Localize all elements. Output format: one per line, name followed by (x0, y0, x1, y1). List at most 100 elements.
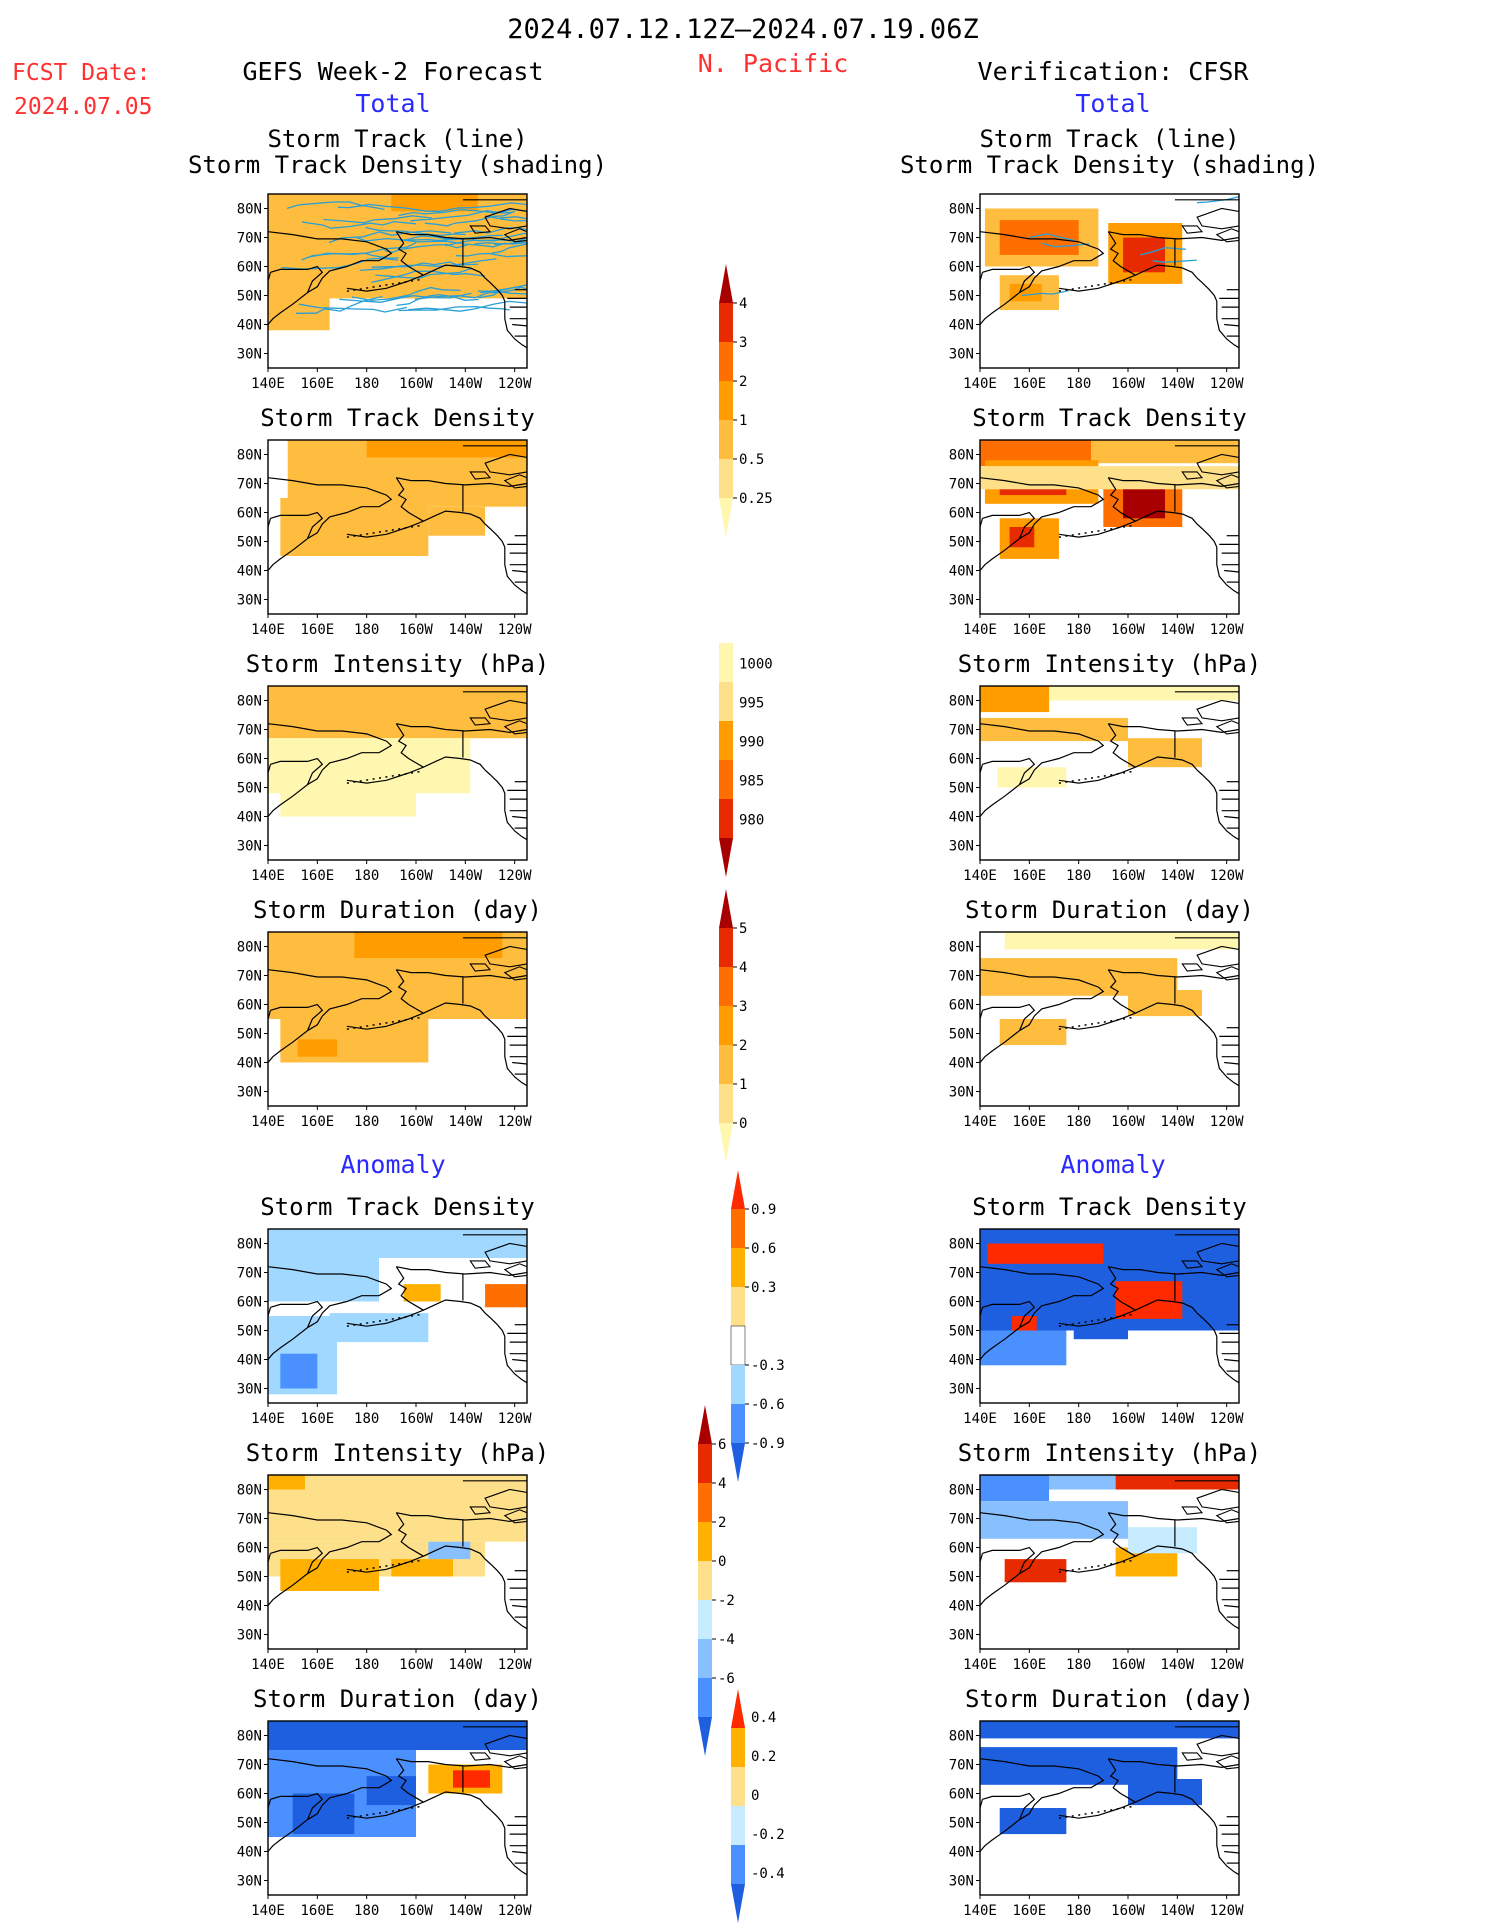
island-2 (503, 228, 527, 243)
lon-tick-label: 180 (1066, 1657, 1091, 1673)
aleutian-dot (404, 1316, 407, 1318)
aleutian-dot (1116, 527, 1119, 529)
shade-cell-6 (1128, 1527, 1198, 1554)
aleutian-dot (1058, 290, 1061, 292)
lon-tick-label: 120W (1210, 622, 1244, 638)
track-line-19 (401, 234, 503, 242)
lon-tick-label: 160E (1012, 868, 1046, 884)
colorbar-segment-3 (731, 1806, 745, 1845)
coast-line-2 (980, 764, 984, 788)
aleutian-dot (1084, 1567, 1087, 1569)
shade-cell-6 (485, 1284, 527, 1308)
lat-tick-label: 30N (237, 347, 262, 363)
panel-title-line1: Storm Track (line) (979, 125, 1239, 153)
lon-tick-label: 120W (1210, 1114, 1244, 1130)
lat-tick-label: 70N (237, 1512, 262, 1528)
lon-tick-label: 140W (1160, 868, 1194, 884)
track-line-24 (398, 305, 510, 312)
colorbar-label: 3 (739, 335, 747, 351)
track-line-16 (384, 243, 468, 253)
coast-line-5 (423, 1299, 527, 1384)
aleutian-dot (1071, 288, 1074, 290)
aleutian-dot (1078, 1025, 1081, 1027)
colorbar-density-total: 4 3 2 1 0.5 0.25 (719, 264, 773, 537)
coast-line-0 (268, 1512, 393, 1606)
lat-tick-label: 70N (237, 1266, 262, 1282)
aleutian-dot (346, 1817, 349, 1819)
lat-tick-label: 80N (949, 448, 974, 464)
aleutian-dot (353, 1570, 356, 1572)
aleutian-dot (379, 1812, 381, 1814)
island-1 (469, 1752, 492, 1761)
aleutian-dot (372, 1024, 375, 1026)
map-frame (979, 1474, 1240, 1650)
shade-cell-4 (997, 767, 1067, 788)
aleutian-dot (372, 1813, 375, 1815)
colorbar-label: 995 (739, 696, 764, 712)
aleutian-dot (411, 1807, 414, 1809)
lat-tick-label: 40N (949, 1353, 974, 1369)
coast-line-3 (1108, 477, 1239, 488)
aleutian-dot (1078, 779, 1081, 781)
colorbar-label: -6 (718, 1671, 735, 1687)
lon-tick-label: 180 (1066, 622, 1091, 638)
shade-cell-0 (268, 1475, 527, 1542)
coast-line-2 (268, 1010, 272, 1034)
coast-line-2 (268, 1799, 272, 1823)
aleutian-dot (1078, 287, 1081, 289)
aleutian-dot (391, 1810, 394, 1812)
island-2 (1215, 474, 1239, 489)
colorbar-segment-5 (719, 459, 733, 498)
island-1 (1181, 1752, 1204, 1761)
map-panel-gefs-total-track: Storm Track (line)Storm Track Density (s… (188, 125, 607, 392)
track-line-38 (323, 215, 432, 224)
shade-cell-5 (428, 1541, 471, 1560)
lat-tick-label: 70N (949, 1758, 974, 1774)
lon-tick-label: 180 (354, 376, 379, 392)
coastlines (980, 199, 1239, 349)
track-line-23 (359, 258, 497, 272)
lat-tick-label: 40N (949, 810, 974, 826)
coast-line-1 (270, 1792, 324, 1820)
coast-line-12 (1224, 1061, 1239, 1065)
lon-tick-label: 160W (1111, 1903, 1145, 1919)
lat-tick-label: 60N (237, 752, 262, 768)
lon-tick-label: 160W (399, 622, 433, 638)
lat-tick-label: 60N (949, 260, 974, 276)
aleutian-dot (398, 528, 401, 530)
aleutian-dot (1084, 1813, 1087, 1815)
aleutian-dot (1065, 1816, 1068, 1818)
aleutian-dot (1058, 536, 1061, 538)
colorbar-label: 4 (739, 296, 747, 312)
island-2 (503, 720, 527, 735)
coast-line-3 (1108, 1512, 1239, 1523)
coast-line-3 (396, 477, 527, 488)
lat-tick-label: 40N (949, 564, 974, 580)
lat-tick-label: 40N (237, 1845, 262, 1861)
aleutian-dot (1078, 1568, 1081, 1570)
aleutian-dot (1065, 1570, 1068, 1572)
lat-tick-label: 40N (237, 1056, 262, 1072)
coast-line-12 (512, 1850, 527, 1854)
aleutian-dot (1084, 778, 1087, 780)
aleutian-dot (1058, 1325, 1061, 1327)
lat-tick-label: 80N (949, 202, 974, 218)
shade-cell-2 (354, 932, 503, 959)
lat-tick-label: 60N (237, 1541, 262, 1557)
coast-line-12 (1224, 323, 1239, 327)
lat-tick-label: 70N (949, 723, 974, 739)
colorbar-top-cap (698, 1405, 712, 1444)
lat-tick-label: 70N (237, 723, 262, 739)
coast-line-5 (1135, 1545, 1239, 1630)
coast-line-1 (982, 1300, 1036, 1328)
lat-tick-label: 70N (237, 1758, 262, 1774)
map-area (268, 1229, 527, 1403)
lon-tick-label: 140E (251, 1657, 285, 1673)
aleutian-dot (366, 1025, 369, 1027)
island-2 (503, 1263, 527, 1278)
coast-line-12 (1224, 1850, 1239, 1854)
aleutian-dot (372, 1567, 375, 1569)
panel-title: Storm Track Density (260, 1193, 535, 1221)
colorbar-density-anom: 0.9 0.6 0.3 -0.3 -0.6 -0.9 (730, 1170, 785, 1482)
colorbar-intensity-anom: 6 4 2 0 -2 -4 -6 (698, 1405, 735, 1756)
